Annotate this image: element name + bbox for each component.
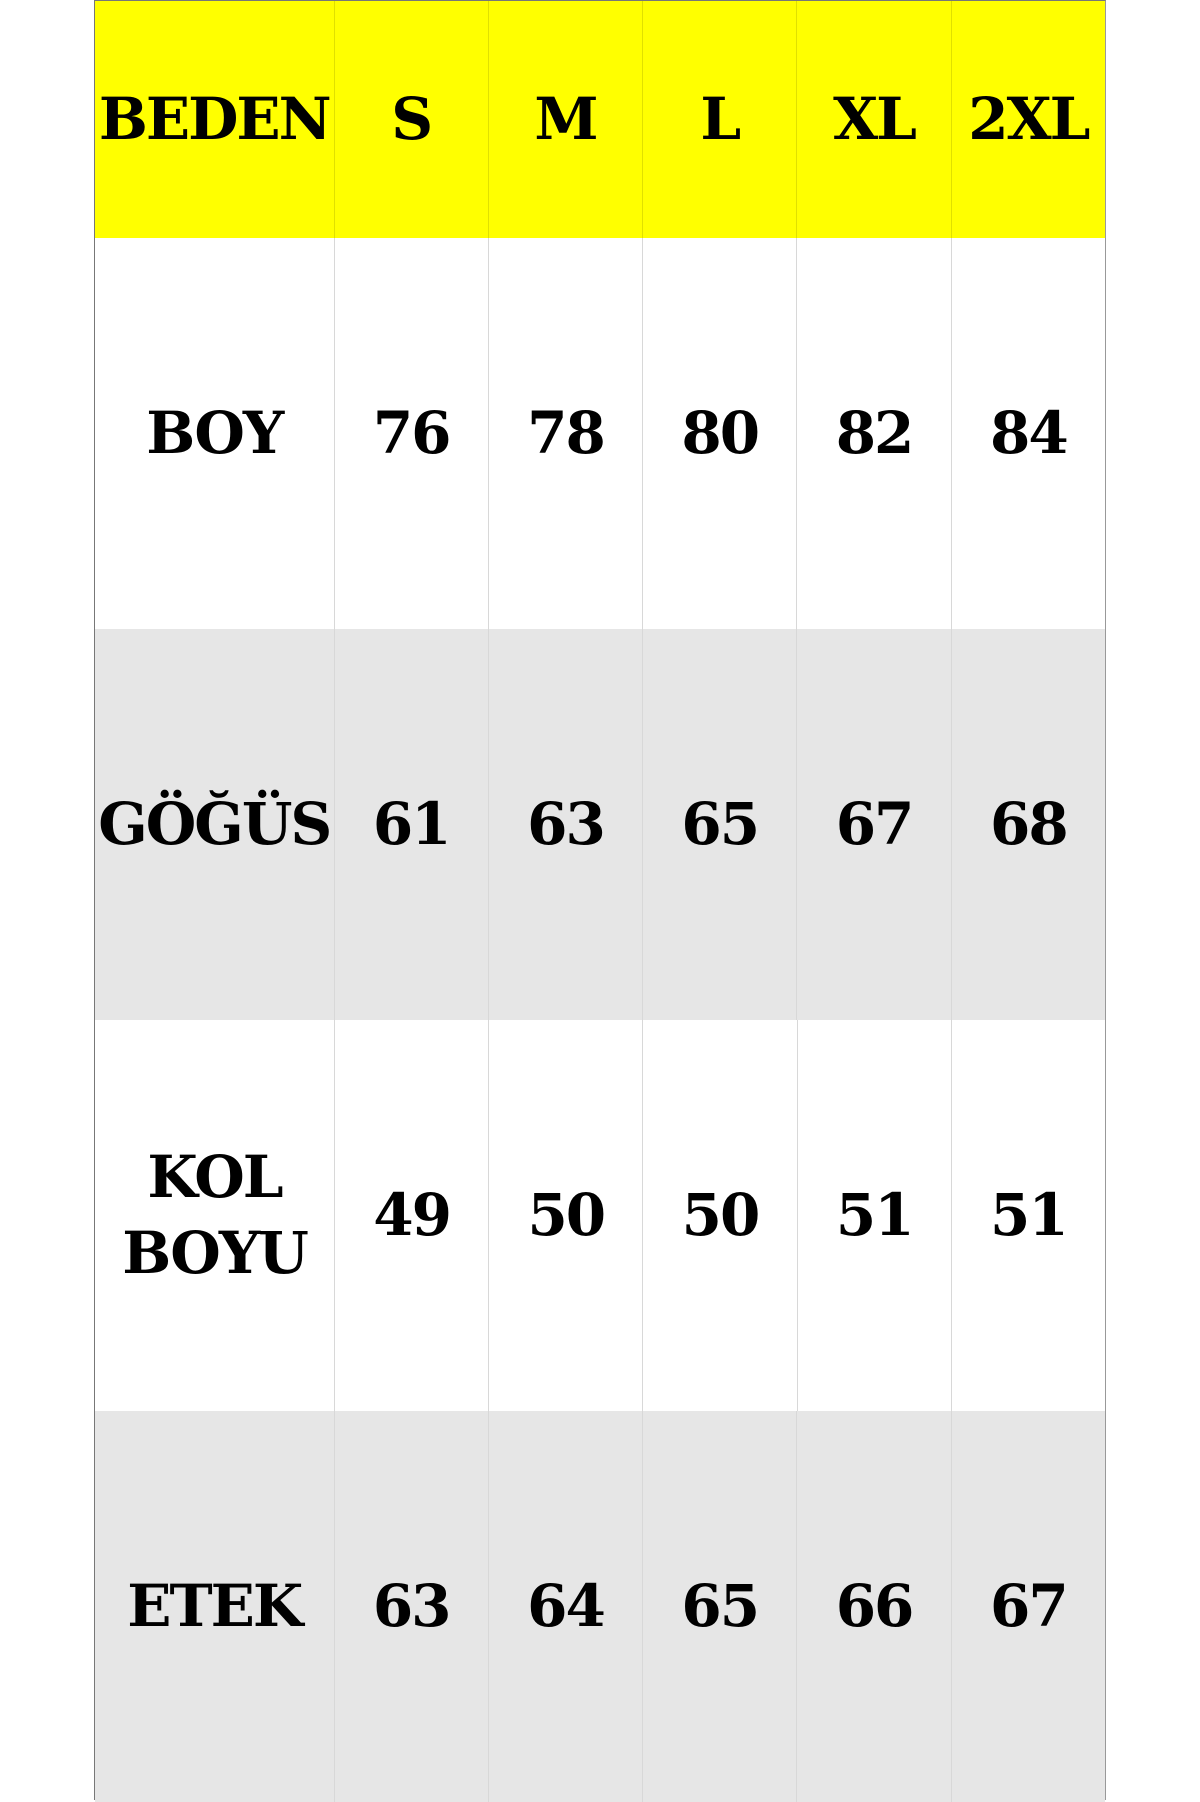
header-cell-beden: BEDEN [98,84,332,153]
table-cell: 63 [333,1411,488,1802]
table-cell: 82 [796,238,950,629]
header-cell-2xl: 2XL [950,1,1105,238]
table-cell: 50 [488,1020,642,1411]
row-label: ETEK [127,1571,303,1640]
table-cell: 80 [642,238,796,629]
table-cell: 78 [487,238,642,629]
table-cell: 84 [950,238,1105,629]
table-cell: 67 [950,1411,1105,1802]
row-label: GÖĞÜS [98,789,332,858]
table-cell: 66 [796,1411,950,1802]
table-row: GÖĞÜS 61 63 65 67 68 [95,629,1105,1020]
table-cell: 65 [642,629,796,1020]
header-row: BEDEN S M L XL 2XL [95,1,1105,238]
header-cell-l: L [642,1,796,238]
table-cell: 76 [333,238,488,629]
table-cell: 51 [950,1020,1105,1411]
table-row: KOL BOYU 49 50 50 51 51 [95,1020,1105,1411]
header-cell-s: S [333,1,488,238]
row-label: KOL BOYU [122,1143,309,1287]
table-row: ETEK 63 64 65 66 67 [95,1411,1105,1802]
header-cell-xl: XL [796,1,950,238]
table-cell: 68 [950,629,1105,1020]
table-cell: 65 [642,1411,796,1802]
table-cell: 51 [796,1020,951,1411]
table-cell: 67 [796,629,950,1020]
row-label: BOY [146,398,284,467]
size-chart-table: BEDEN S M L XL 2XL BOY 76 78 80 82 84 GÖ… [94,0,1106,1802]
table-cell: 61 [333,629,488,1020]
table-row: BOY 76 78 80 82 84 [95,238,1105,629]
table-cell: 63 [487,629,642,1020]
table-cell: 49 [334,1020,488,1411]
table-cell: 50 [642,1020,796,1411]
header-cell-m: M [487,1,642,238]
table-cell: 64 [487,1411,642,1802]
